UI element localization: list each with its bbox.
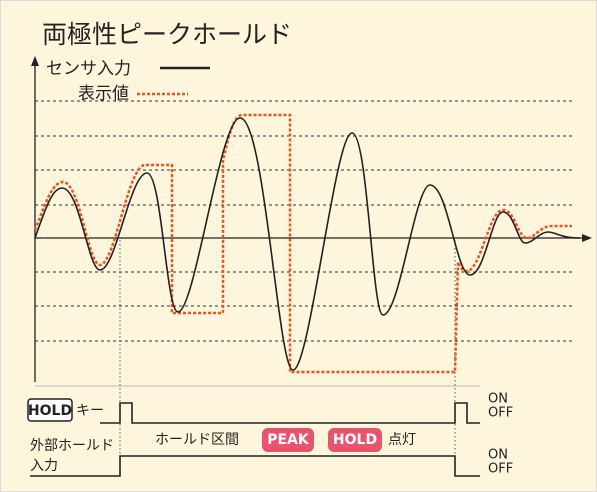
external-label-2: 入力 [30, 458, 58, 474]
external-on: ON [488, 448, 508, 463]
lit-label: 点灯 [388, 432, 416, 448]
peak-pill-text: PEAK [267, 432, 310, 448]
hold-badge-text: HOLD [28, 403, 72, 419]
hold-pill-text: HOLD [333, 432, 377, 448]
y-arrow [31, 56, 39, 66]
external-off: OFF [488, 462, 513, 477]
hold-period-label: ホールド区間 [155, 432, 239, 448]
hold-pill [328, 428, 382, 452]
hold-key-signal [100, 402, 480, 424]
external-label-1: 外部ホールド [30, 438, 114, 454]
grid [35, 100, 575, 342]
sensor-input-line [34, 117, 581, 371]
hold-key-on: ON [488, 392, 508, 407]
title: 両極性ピークホールド [42, 20, 292, 49]
legend-display: 表示値 [78, 84, 129, 104]
peak-pill [262, 428, 314, 452]
legend-sensor: センサ入力 [46, 59, 131, 79]
hold-key-off: OFF [488, 406, 513, 421]
x-arrow [582, 234, 592, 242]
hold-key-label: キー [76, 403, 104, 419]
display-value-line [33, 113, 572, 374]
external-hold-signal [30, 455, 480, 477]
hold-badge [27, 398, 73, 422]
